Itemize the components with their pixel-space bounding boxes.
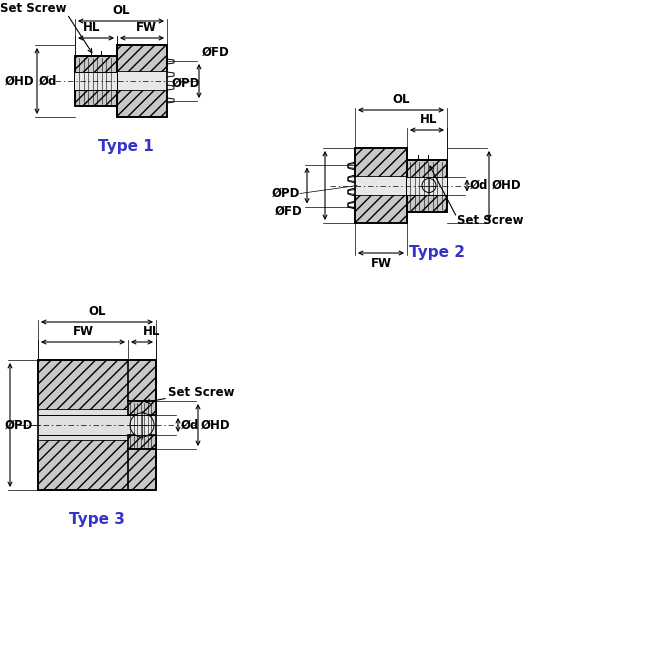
Text: ØPD: ØPD bbox=[271, 187, 300, 200]
Circle shape bbox=[130, 413, 154, 437]
Bar bbox=[407, 159, 447, 212]
Bar bbox=[38, 410, 156, 440]
Text: ØHD: ØHD bbox=[201, 419, 230, 431]
Text: ØHD: ØHD bbox=[5, 74, 34, 88]
Text: HL: HL bbox=[83, 21, 100, 34]
Bar bbox=[75, 56, 117, 106]
Text: ØPD: ØPD bbox=[5, 419, 33, 431]
Bar bbox=[117, 90, 167, 117]
Bar bbox=[355, 176, 407, 194]
Text: HL: HL bbox=[143, 325, 161, 338]
Text: HL: HL bbox=[420, 113, 438, 126]
Bar bbox=[407, 176, 447, 194]
Bar bbox=[38, 440, 156, 490]
Text: Ød: Ød bbox=[181, 419, 200, 431]
Text: Set Screw: Set Screw bbox=[1, 1, 67, 15]
Text: ØHD: ØHD bbox=[492, 179, 522, 192]
Bar bbox=[75, 56, 117, 106]
Text: Ød: Ød bbox=[39, 74, 57, 88]
Text: Set Screw: Set Screw bbox=[457, 214, 523, 227]
Text: OL: OL bbox=[392, 93, 410, 106]
Text: FW: FW bbox=[371, 257, 391, 270]
Text: ØFD: ØFD bbox=[202, 46, 230, 59]
Bar bbox=[128, 435, 156, 449]
Bar bbox=[75, 72, 117, 90]
Bar bbox=[355, 148, 407, 223]
Text: OL: OL bbox=[113, 4, 130, 17]
Text: FW: FW bbox=[72, 325, 94, 338]
Text: Ød: Ød bbox=[470, 179, 488, 192]
Bar bbox=[128, 401, 156, 415]
Bar bbox=[117, 45, 167, 117]
Bar bbox=[407, 159, 447, 212]
Bar bbox=[38, 360, 156, 490]
Text: ØPD: ØPD bbox=[172, 76, 200, 90]
Text: ØFD: ØFD bbox=[274, 205, 302, 218]
Text: Type 1: Type 1 bbox=[98, 139, 154, 154]
Text: FW: FW bbox=[135, 21, 157, 34]
Text: Type 2: Type 2 bbox=[409, 245, 465, 260]
Bar bbox=[355, 148, 407, 176]
Text: OL: OL bbox=[88, 305, 106, 318]
Bar bbox=[355, 194, 407, 223]
Bar bbox=[38, 360, 156, 410]
Bar bbox=[117, 45, 167, 72]
Text: Type 3: Type 3 bbox=[69, 512, 125, 527]
Text: Set Screw: Set Screw bbox=[168, 387, 234, 399]
Bar bbox=[117, 72, 167, 90]
